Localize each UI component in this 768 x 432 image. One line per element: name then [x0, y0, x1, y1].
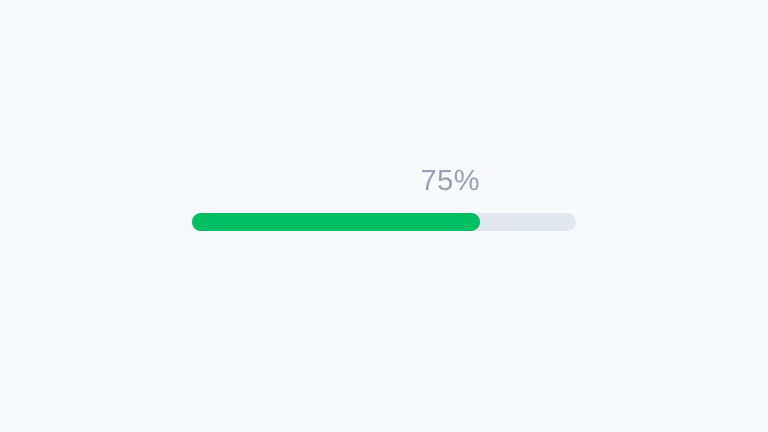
progress-widget: 75% [192, 166, 576, 231]
progress-bar-track [192, 213, 576, 231]
progress-label: 75% [420, 165, 480, 197]
progress-label-row: 75% [192, 166, 480, 196]
progress-bar-fill [192, 213, 480, 231]
